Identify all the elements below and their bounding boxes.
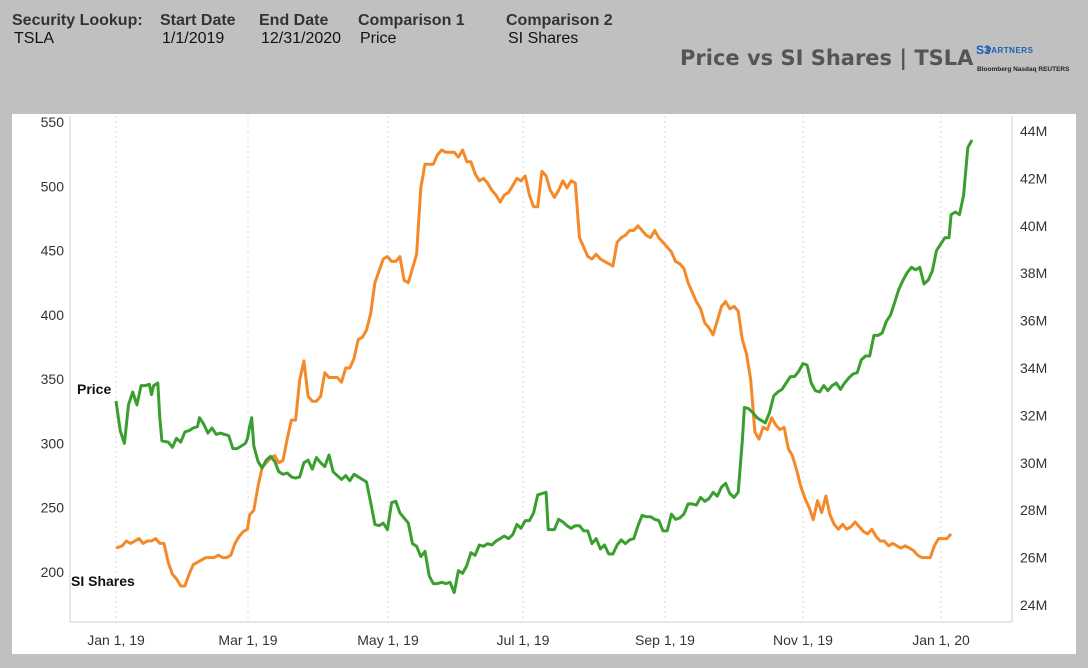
comparison1-label: Comparison 1 — [358, 12, 465, 29]
y-left-tick-label: 400 — [41, 307, 65, 323]
x-tick-label: Jan 1, 19 — [87, 632, 145, 648]
x-tick-label: Jul 1, 19 — [497, 632, 550, 648]
x-tick-label: May 1, 19 — [357, 632, 419, 648]
start-date-value[interactable]: 1/1/2019 — [162, 30, 225, 47]
plot-area — [12, 114, 1076, 654]
end-date-label: End Date — [259, 12, 329, 29]
s3-partners-logo: S3 PARTNERS Bloomberg Nasdaq REUTERS — [974, 42, 1082, 76]
x-tick-label: Jan 1, 20 — [912, 632, 970, 648]
y-right-tick-label: 38M — [1020, 265, 1047, 281]
comparison1-value[interactable]: Price — [360, 30, 397, 47]
x-tick-label: Nov 1, 19 — [773, 632, 833, 648]
x-tick-label: Sep 1, 19 — [635, 632, 695, 648]
y-left-tick-label: 450 — [41, 243, 65, 259]
y-right-tick-label: 44M — [1020, 123, 1047, 139]
y-left-tick-label: 300 — [41, 435, 65, 451]
comparison2-value[interactable]: SI Shares — [508, 30, 579, 47]
y-right-tick-label: 32M — [1020, 407, 1047, 423]
logo-brand: PARTNERS — [986, 46, 1034, 55]
security-lookup-label: Security Lookup: — [12, 12, 143, 29]
si-shares-line — [115, 148, 953, 588]
y-left-tick-label: 500 — [41, 178, 65, 194]
y-right-tick-label: 26M — [1020, 550, 1047, 566]
logo-mark: S3 — [976, 43, 991, 57]
y-right-tick-label: 28M — [1020, 502, 1047, 518]
si-shares-series-label: SI Shares — [71, 573, 135, 589]
y-right-tick-label: 30M — [1020, 455, 1047, 471]
y-right-tick-label: 42M — [1020, 170, 1047, 186]
y-left-tick-label: 550 — [41, 114, 65, 130]
y-right-tick-label: 40M — [1020, 218, 1047, 234]
y-right-tick-label: 24M — [1020, 597, 1047, 613]
x-tick-label: Mar 1, 19 — [218, 632, 277, 648]
start-date-label: Start Date — [160, 12, 236, 29]
price-series-label: Price — [77, 381, 111, 397]
comparison2-label: Comparison 2 — [506, 12, 613, 29]
y-left-tick-label: 200 — [41, 564, 65, 580]
logo-sub: Bloomberg Nasdaq REUTERS — [977, 66, 1070, 73]
security-lookup-value[interactable]: TSLA — [14, 30, 55, 47]
y-right-tick-label: 34M — [1020, 360, 1047, 376]
end-date-value[interactable]: 12/31/2020 — [261, 30, 342, 47]
price-line — [114, 139, 974, 595]
y-left-tick-label: 250 — [41, 500, 65, 516]
y-right-tick-label: 36M — [1020, 313, 1047, 329]
chart-title: Price vs SI Shares | TSLA — [680, 46, 974, 70]
y-left-tick-label: 350 — [41, 371, 65, 387]
